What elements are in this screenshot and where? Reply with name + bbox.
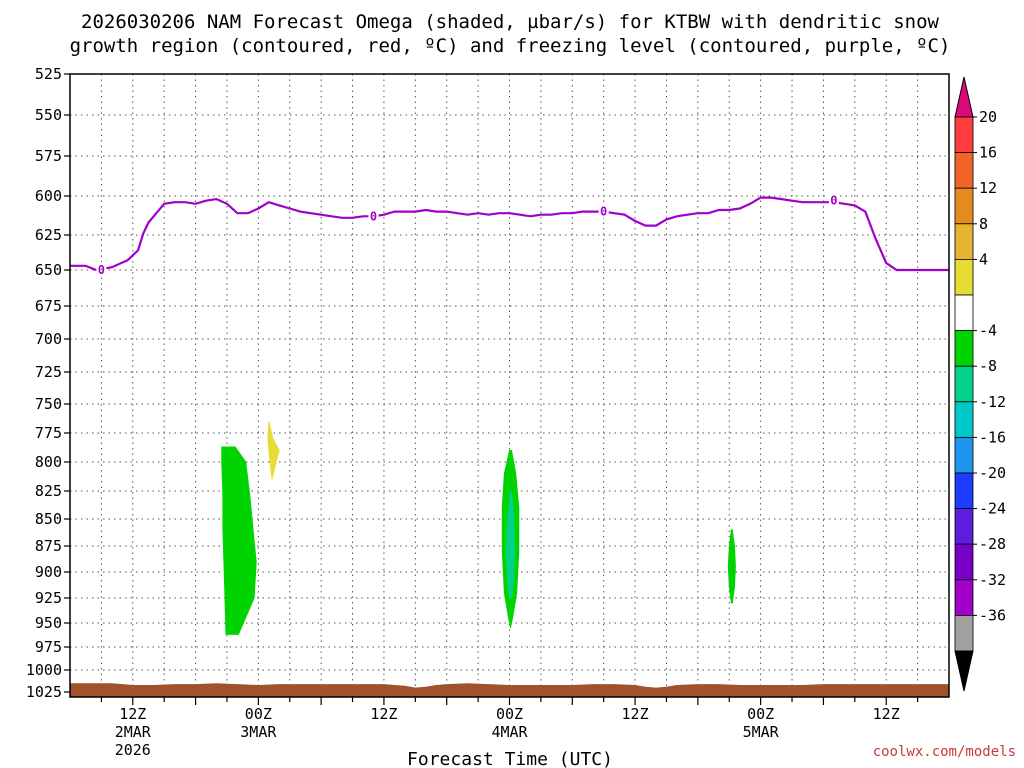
y-tick-label: 575 <box>35 147 62 165</box>
colorbar-label: -16 <box>979 428 1006 446</box>
teal-region-2 <box>505 490 516 599</box>
freezing-level-label: 0 <box>600 205 607 219</box>
colorbar-segment <box>954 258 974 296</box>
colorbar-segment <box>954 223 974 260</box>
y-tick-label: 975 <box>35 638 62 656</box>
colorbar-segment <box>954 152 974 189</box>
colorbar-label: 16 <box>979 144 997 162</box>
colorbar-bottom-arrow <box>954 650 974 692</box>
gridlines <box>70 74 949 697</box>
y-tick-label: 1000 <box>26 661 62 679</box>
colorbar-segment <box>954 615 974 652</box>
x-tick-label: 4MAR <box>491 723 528 741</box>
y-tick-label: 700 <box>35 330 62 348</box>
colorbar-segment <box>954 472 974 509</box>
colorbar-label: -4 <box>979 322 997 340</box>
y-tick-label: 725 <box>35 363 62 381</box>
y-tick-label: 775 <box>35 424 62 442</box>
freezing-level-label: 0 <box>830 194 837 208</box>
colorbar-label: -28 <box>979 535 1006 553</box>
contour-label-background <box>96 262 107 276</box>
colorbar-label: -36 <box>979 606 1006 624</box>
y-tick-label: 600 <box>35 187 62 205</box>
ground-terrain <box>70 683 949 697</box>
y-tick-label: 850 <box>35 510 62 528</box>
colorbar-label: -12 <box>979 393 1006 411</box>
freezing-level-label: 0 <box>98 263 105 277</box>
y-tick-label: 875 <box>35 537 62 555</box>
colorbar-segment <box>954 401 974 438</box>
colorbar-top-arrow <box>954 76 974 118</box>
colorbar-label: 8 <box>979 215 988 233</box>
colorbar-segment <box>954 543 974 581</box>
x-tick-label: 00Z <box>747 705 774 723</box>
x-tick-label: 2026 <box>115 741 151 759</box>
omega-shading <box>221 421 736 635</box>
freezing-level-line <box>70 196 949 272</box>
colorbar-label: 4 <box>979 250 988 268</box>
colorbar-segment <box>954 579 974 616</box>
y-tick-label: 675 <box>35 297 62 315</box>
y-tick-label: 825 <box>35 482 62 500</box>
x-tick-label: 00Z <box>245 705 272 723</box>
green-region-3 <box>727 529 736 604</box>
y-tick-label: 550 <box>35 106 62 124</box>
y-tick-label: 525 <box>35 65 62 83</box>
colorbar-segment <box>954 436 974 474</box>
y-tick-label: 800 <box>35 453 62 471</box>
colorbar-label: 20 <box>979 108 997 126</box>
colorbar-segment <box>954 187 974 225</box>
colorbar-label: -8 <box>979 357 997 375</box>
contour-label-background <box>368 208 379 223</box>
x-tick-label: 12Z <box>873 705 900 723</box>
colorbar-segment <box>954 365 974 403</box>
y-tick-label: 925 <box>35 589 62 607</box>
freezing-level-contour: 0 0 0 0 <box>70 192 949 277</box>
colorbar-segment <box>954 294 974 331</box>
x-tick-label: 12Z <box>622 705 649 723</box>
y-tick-label: 900 <box>35 563 62 581</box>
green-region-1 <box>221 446 257 635</box>
freezing-level-label: 0 <box>370 209 377 223</box>
x-tick-label: 2MAR <box>115 723 152 741</box>
chart-title-line2: growth region (contoured, red, ºC) and f… <box>70 35 951 57</box>
contour-label-background <box>828 192 839 207</box>
colorbar-label: 12 <box>979 179 997 197</box>
y-tick-label: 750 <box>35 395 62 413</box>
contour-label-background <box>598 203 609 218</box>
x-tick-label: 12Z <box>119 705 146 723</box>
colorbar-label: -24 <box>979 500 1006 518</box>
y-tick-label: 950 <box>35 614 62 632</box>
y-tick-label: 650 <box>35 261 62 279</box>
chart-title-line1: 2026030206 NAM Forecast Omega (shaded, µ… <box>81 11 939 33</box>
colorbar: 20 16 12 8 4 -4 -8 -12 -16 -20 -24 -28 -32 -36 <box>954 76 1006 692</box>
yellow-region-1 <box>267 421 280 480</box>
x-tick-label: 5MAR <box>743 723 780 741</box>
x-tick-label: 3MAR <box>240 723 277 741</box>
colorbar-segment <box>954 116 974 153</box>
x-tick-label: 00Z <box>496 705 523 723</box>
ground-fill <box>70 683 949 697</box>
x-axis-title: Forecast Time (UTC) <box>407 749 613 768</box>
credit-text: coolwx.com/models <box>873 744 1016 760</box>
y-tick-label: 625 <box>35 226 62 244</box>
colorbar-segment <box>954 508 974 545</box>
colorbar-segment <box>954 330 974 367</box>
y-axis: 525 550 575 600 625 650 675 700 725 750 775 800 825 8… <box>26 65 70 701</box>
y-tick-label: 1025 <box>26 683 62 701</box>
colorbar-label: -32 <box>979 571 1006 589</box>
x-tick-label: 12Z <box>370 705 397 723</box>
colorbar-label: -20 <box>979 464 1006 482</box>
